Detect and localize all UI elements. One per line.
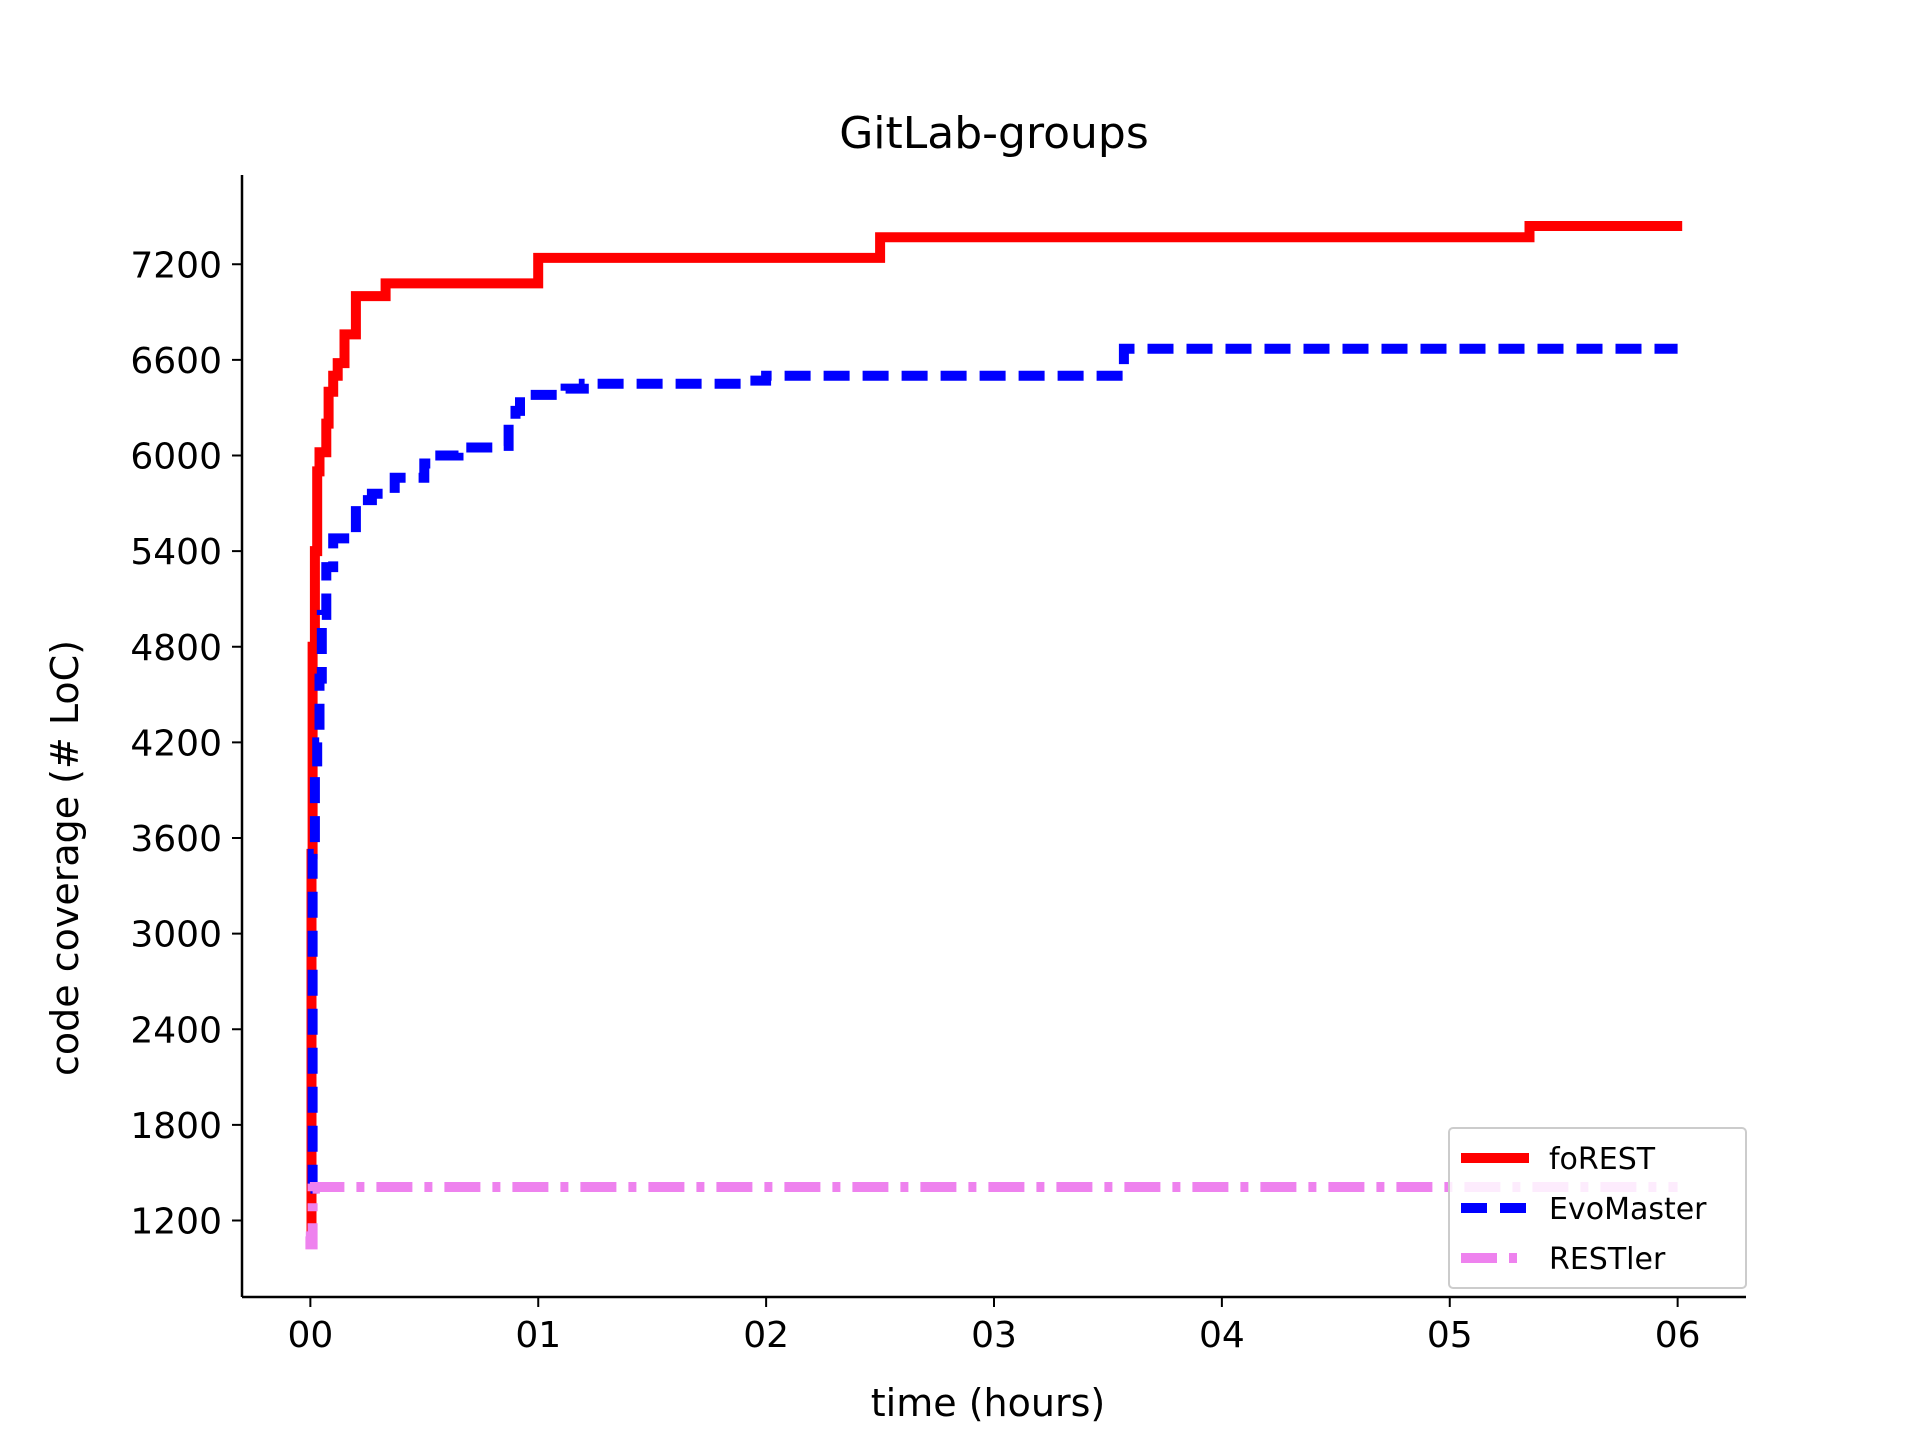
x-tick-label: 05 (1427, 1315, 1473, 1356)
legend-box (1448, 1127, 1747, 1289)
y-tick-label: 5400 (130, 532, 222, 573)
y-tick-label: 1200 (130, 1202, 222, 1243)
x-tick-label: 04 (1199, 1315, 1245, 1356)
series-line-evomaster (307, 343, 1678, 1194)
y-tick-label: 3000 (130, 915, 222, 956)
x-tick-label: 06 (1655, 1315, 1701, 1356)
chart-title: GitLab-groups (839, 108, 1149, 159)
x-tick-label: 01 (515, 1315, 561, 1356)
x-tick-label: 00 (287, 1315, 333, 1356)
y-tick-label: 6600 (130, 341, 222, 382)
x-axis-ticks: 00 01 02 03 04 05 06 (287, 1297, 1701, 1356)
y-axis-title: code coverage (# LoC) (43, 640, 87, 1076)
y-tick-label: 2400 (130, 1010, 222, 1051)
y-axis-ticks: 1200 1800 2400 3000 3600 4200 4800 5400 6000 6600… (130, 245, 242, 1243)
y-tick-label: 7200 (130, 245, 222, 286)
y-tick-label: 1800 (130, 1106, 222, 1147)
y-tick-label: 6000 (130, 437, 222, 478)
legend-label-evomaster: EvoMaster (1549, 1192, 1707, 1227)
series-line-restler (305, 1182, 1678, 1250)
y-tick-label: 3600 (130, 819, 222, 860)
legend: foREST EvoMaster RESTler (1448, 1127, 1747, 1289)
x-tick-label: 03 (971, 1315, 1017, 1356)
legend-label-restler: RESTler (1549, 1242, 1666, 1277)
series-line-forest (306, 221, 1683, 1242)
y-tick-label: 4800 (130, 628, 222, 669)
y-tick-label: 4200 (130, 723, 222, 764)
x-axis-title: time (hours) (871, 1381, 1105, 1425)
legend-label-forest: foREST (1549, 1142, 1656, 1177)
x-tick-label: 02 (743, 1315, 789, 1356)
plot-lines (305, 221, 1683, 1250)
